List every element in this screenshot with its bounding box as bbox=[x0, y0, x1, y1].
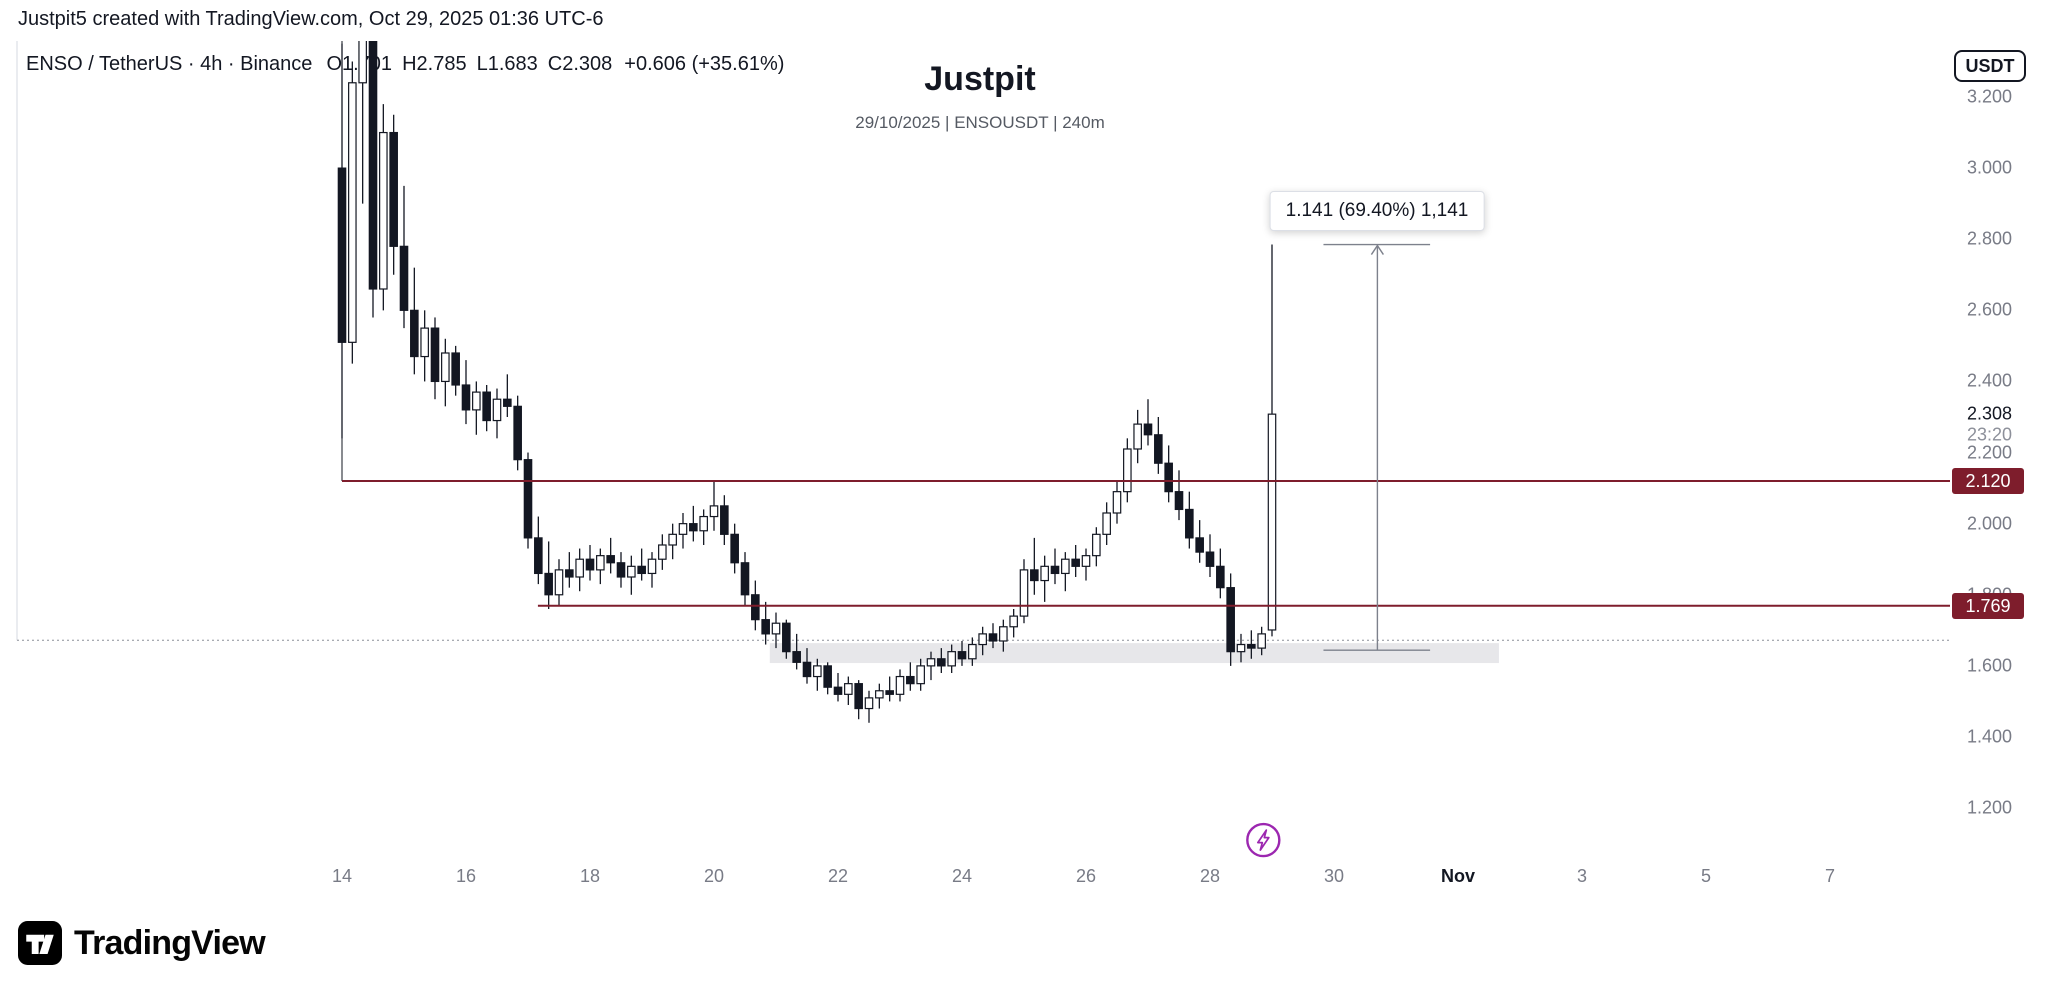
price-tick: 2.800 bbox=[1966, 228, 2012, 249]
symbol-ohlc-header: ENSO / TetherUS · 4h · Binance O1.701 H2.… bbox=[26, 53, 784, 76]
ohlc-c: C2.308 bbox=[547, 53, 613, 75]
currency-toggle-button[interactable]: USDT bbox=[1954, 50, 2026, 82]
time-tick: 16 bbox=[455, 866, 477, 886]
time-tick: Nov bbox=[1440, 866, 1475, 886]
time-tick: 18 bbox=[579, 866, 601, 886]
price-tick: 1.600 bbox=[1966, 655, 2012, 676]
tradingview-logo[interactable] bbox=[18, 921, 62, 965]
price-tick: 1.200 bbox=[1966, 797, 2012, 818]
price-tick: 2.200 bbox=[1966, 442, 2012, 463]
time-tick: 14 bbox=[331, 866, 353, 886]
time-tick: 22 bbox=[827, 866, 849, 886]
time-tick: 7 bbox=[1824, 866, 1835, 886]
ohlc-values: O1.701 H2.785 L1.683 C2.308 bbox=[326, 53, 622, 76]
price-tick: 2.000 bbox=[1966, 513, 2012, 534]
price-tick: 2.400 bbox=[1966, 370, 2012, 391]
time-tick: 3 bbox=[1576, 866, 1587, 886]
price-tick: 2.600 bbox=[1966, 299, 2012, 320]
price-tick: 3.200 bbox=[1966, 86, 2012, 107]
measurement-label: 1.141 (69.40%) 1,141 bbox=[1269, 191, 1485, 231]
time-tick: 24 bbox=[951, 866, 973, 886]
ohlc-l: L1.683 bbox=[476, 53, 538, 75]
ohlc-o: O1.701 bbox=[326, 53, 393, 75]
time-tick: 30 bbox=[1323, 866, 1345, 886]
time-tick: 28 bbox=[1199, 866, 1221, 886]
time-tick: 20 bbox=[703, 866, 725, 886]
price-tick: 3.000 bbox=[1966, 157, 2012, 178]
bar-countdown: 23:20 bbox=[1966, 424, 2012, 445]
ohlc-h: H2.785 bbox=[402, 53, 467, 75]
lightning-marker-icon[interactable] bbox=[1246, 822, 1281, 858]
tradingview-footer: TradingView bbox=[18, 921, 266, 965]
time-tick: 5 bbox=[1700, 866, 1711, 886]
price-tick: 1.400 bbox=[1966, 726, 2012, 747]
change-value: +0.606 (+35.61%) bbox=[624, 53, 785, 75]
price-level-badge[interactable]: 2.120 bbox=[1952, 467, 2024, 494]
symbol-title[interactable]: ENSO / TetherUS · 4h · Binance bbox=[26, 53, 313, 75]
time-tick: 26 bbox=[1075, 866, 1097, 886]
price-level-badge[interactable]: 1.769 bbox=[1952, 592, 2024, 619]
attribution-text: Justpit5 created with TradingView.com, O… bbox=[18, 8, 604, 30]
current-price-label: 2.308 bbox=[1966, 403, 2012, 424]
tradingview-wordmark[interactable]: TradingView bbox=[74, 923, 266, 962]
